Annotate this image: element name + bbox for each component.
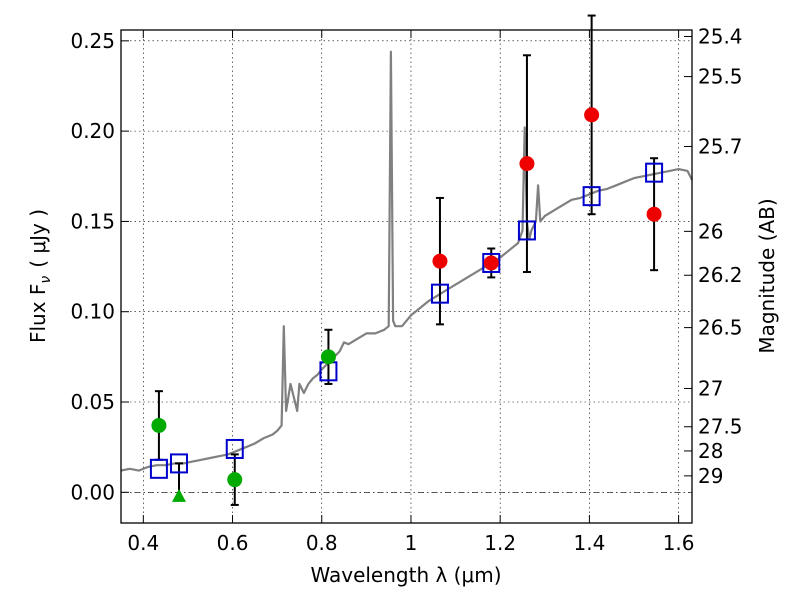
mag-tick-label: 26.5 [698,316,743,340]
right-axis-label: Magnitude (AB) [755,198,779,353]
x-tick-label: 1.2 [484,531,516,555]
mag-tick-label: 25.5 [698,65,743,89]
x-tick-label: 0.8 [306,531,338,555]
data-point [151,417,167,433]
y-tick-label: 0.00 [70,480,115,504]
y-axis-label-main: Flux F [26,284,50,343]
y-axis-label-sub: ν [38,276,54,284]
data-point [646,206,662,222]
model-square [169,453,188,474]
x-tick-label: 1.4 [573,531,605,555]
data-point [483,255,499,271]
mag-tick-label: 25.4 [698,25,743,49]
y-axis-label-unit: ( μJy ) [26,209,50,268]
y-axis-label: Flux Fν ( μJy ) [26,209,54,343]
upper-limit-triangle [171,488,186,502]
y-tick-label: 0.10 [70,300,115,324]
x-tick-label: 0.4 [127,531,159,555]
plot-frame [120,29,693,524]
ticks: 0.4 0.6 0.8 1 1.2 1.4 1.6 0.00 0.05 0.10 0.15 0.20 0… [70,25,742,555]
mag-tick-label: 28 [698,439,723,463]
x-tick-label: 0.6 [217,531,249,555]
mag-tick-label: 25.7 [698,134,743,158]
mag-tick-label: 26 [698,219,723,243]
data-point [320,349,336,365]
data-point [432,253,448,269]
y-tick-label: 0.25 [70,29,115,53]
y-tick-label: 0.05 [70,390,115,414]
model-square [149,458,168,479]
markers [149,107,664,502]
model-square [645,162,664,183]
y-tick-label: 0.20 [70,119,115,143]
model-square [582,186,601,207]
model-square [482,252,501,273]
model-square [430,283,449,304]
mag-tick-label: 26.2 [698,263,743,287]
x-tick-label: 1 [405,531,418,555]
model-square [517,220,536,241]
mag-tick-label: 29 [698,464,723,488]
data-point [519,156,535,172]
model-square [225,438,244,459]
x-axis-label: Wavelength λ (μm) [310,563,501,587]
mag-tick-label: 27.5 [698,415,743,439]
y-tick-label: 0.15 [70,209,115,233]
mag-tick-label: 27 [698,376,723,400]
data-point [584,107,600,123]
x-tick-label: 1.6 [663,531,695,555]
data-point [227,472,243,488]
